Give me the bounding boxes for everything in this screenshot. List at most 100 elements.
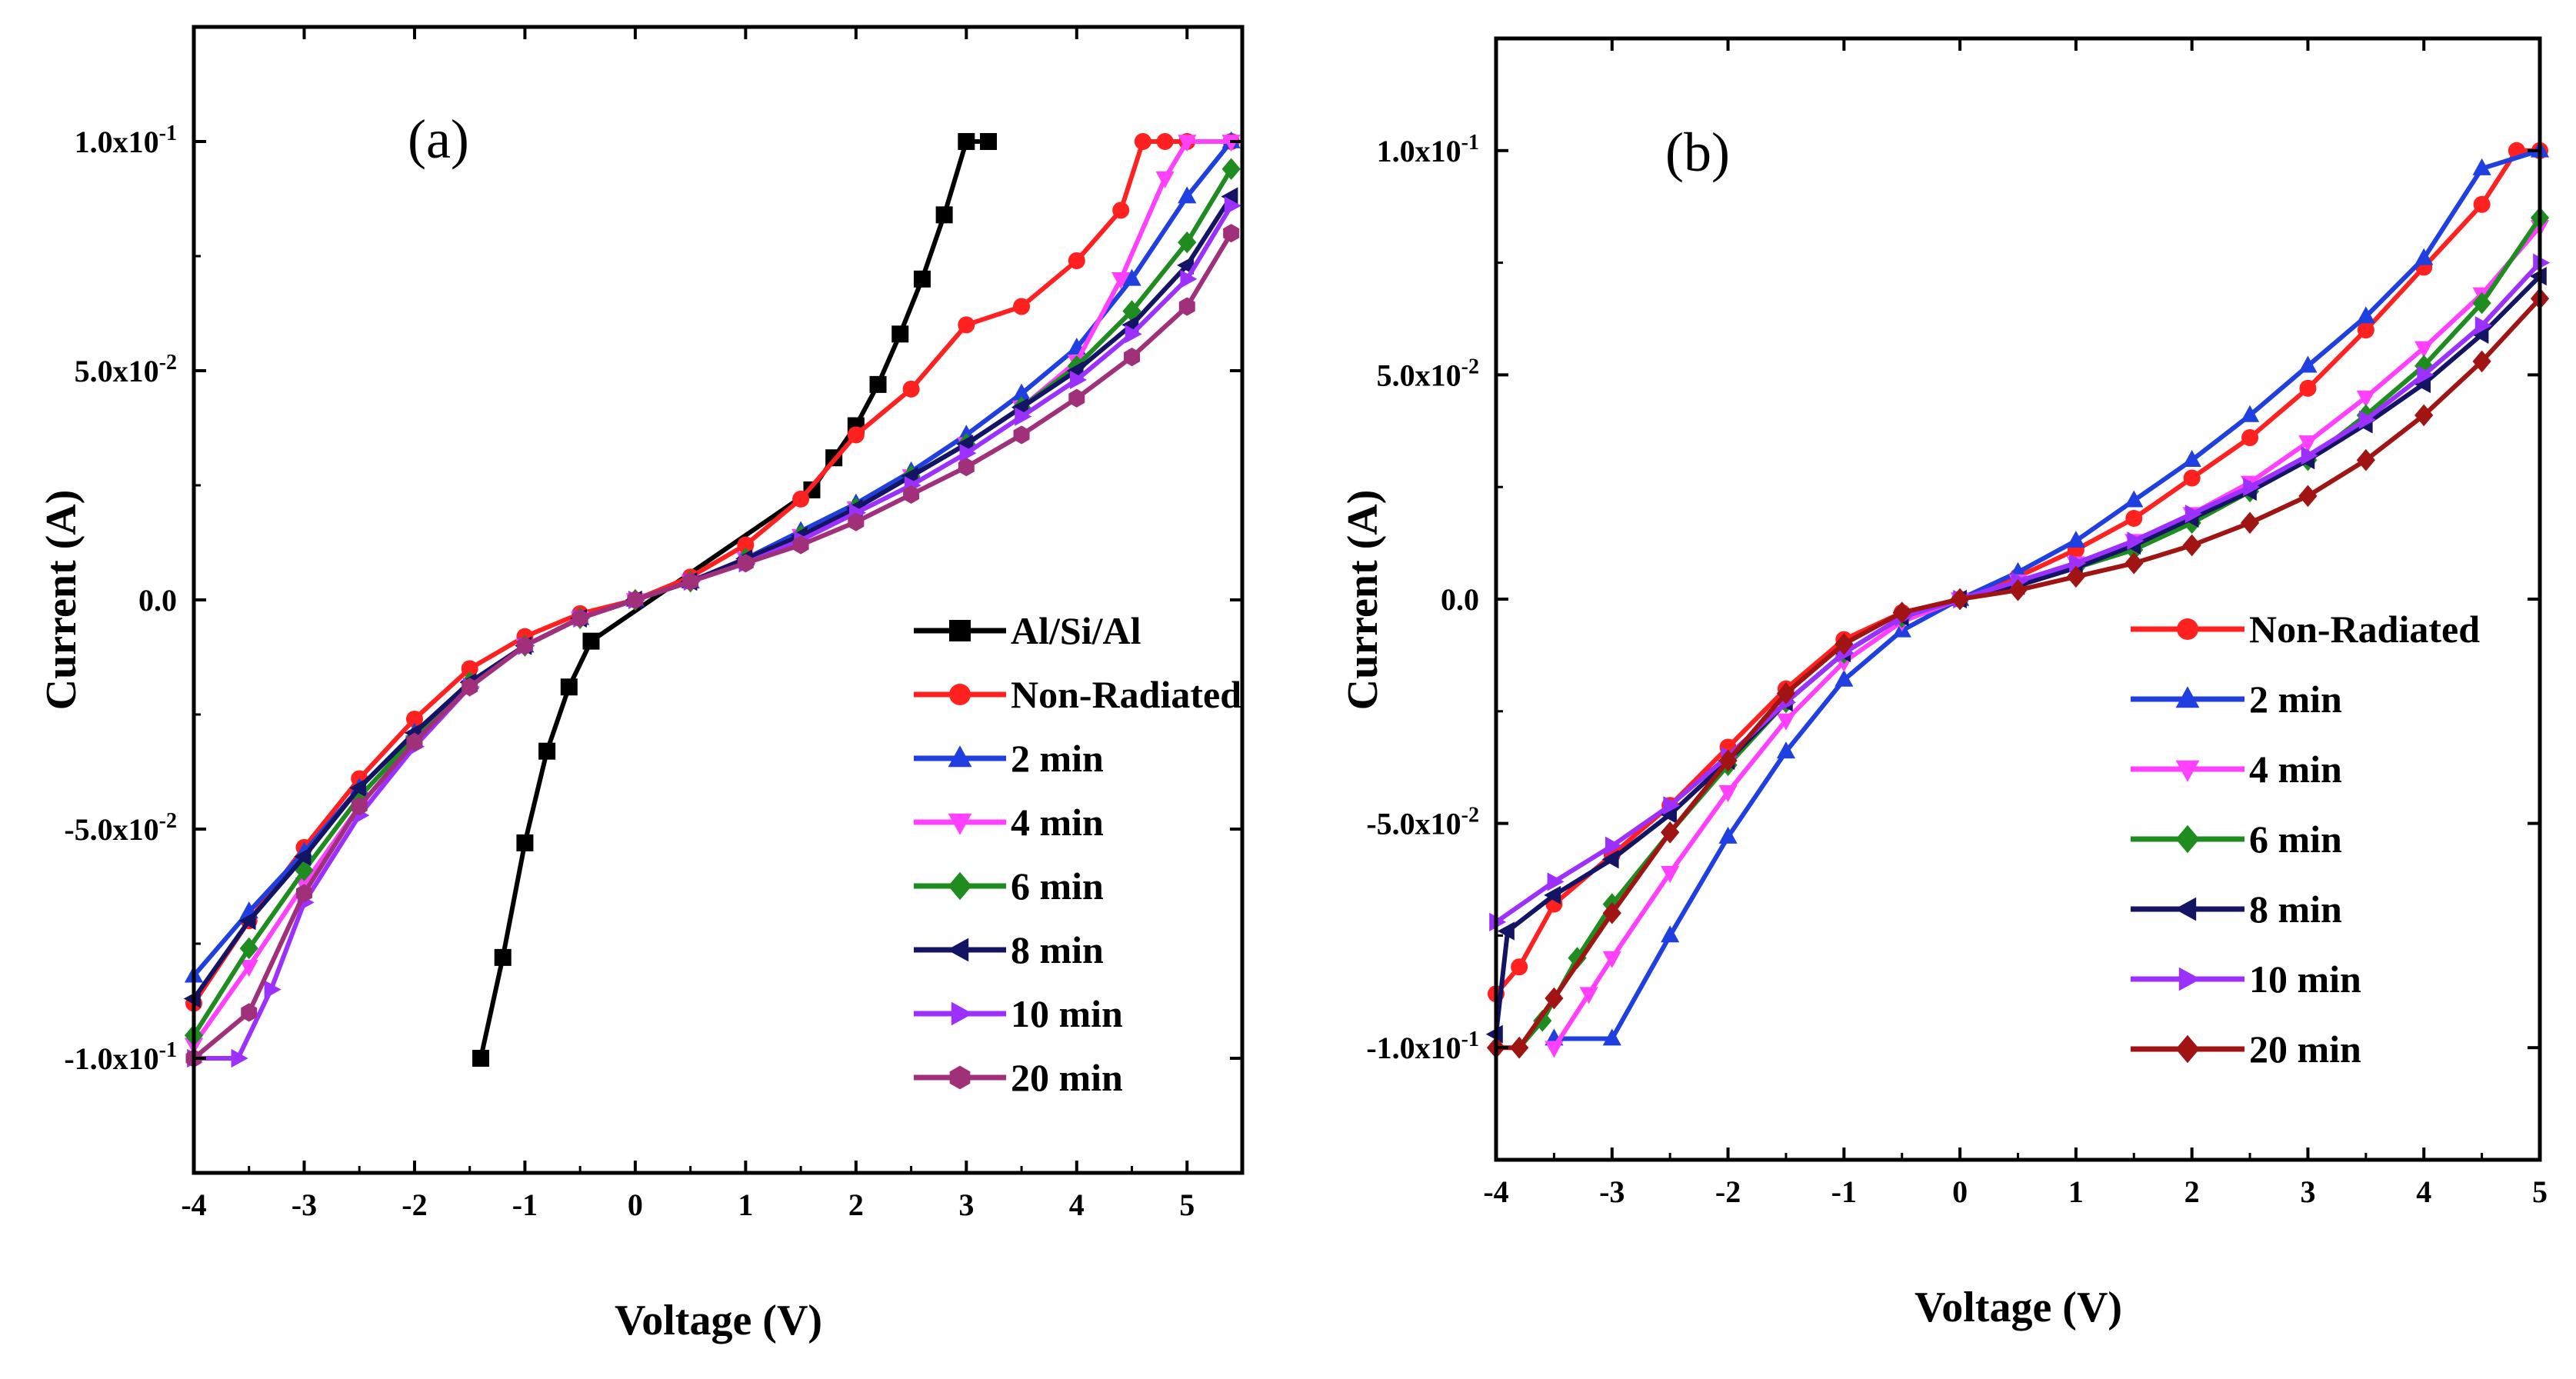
panel-a-series-20-min (185, 224, 1240, 1068)
panel-a-legend-swatch-marker (949, 620, 971, 641)
panel-a-point-al-si-al (913, 270, 931, 288)
panel-a-point-10-min (1224, 196, 1241, 215)
panel-a-point-al-si-al (980, 133, 998, 150)
panel-b-legend-swatch-marker (2174, 897, 2197, 921)
panel-b-point-20-min (1661, 821, 1680, 844)
panel-a-point-6-min (1221, 158, 1241, 181)
panel-a-point-al-si-al (891, 325, 909, 343)
panel-b-point-2-min (1776, 741, 1796, 759)
panel-a-point-20-min (1068, 388, 1085, 408)
panel-a-legend-item-20-min: 20 min (914, 1056, 1123, 1099)
panel-a-legend-swatch-marker (949, 1065, 971, 1090)
panel-b-legend-swatch-marker (2178, 967, 2201, 991)
panel-a-point-8-min (1011, 398, 1028, 417)
panel-a-point-20-min (903, 485, 920, 505)
panel-b-point-8-min (2471, 325, 2489, 345)
panel-a-point-al-si-al (582, 632, 600, 650)
panel-b-legend-item-4-min: 4 min (2131, 748, 2342, 791)
panel-a-point-al-si-al (538, 742, 556, 760)
panel-a-legend-swatch-marker (947, 938, 969, 962)
panel-a-legend-item-2-min: 2 min (914, 737, 1104, 780)
panel-b-point-20-min (2008, 579, 2028, 601)
panel-b-point-4-min (1545, 1041, 1564, 1058)
panel-a-point-non-radiated (405, 710, 423, 728)
panel-b-y-tick-label: 0.0 (1441, 582, 1479, 617)
panel-b-y-tick-label: 5.0x10-2 (1377, 355, 1479, 392)
panel-b-point-2-min (1835, 669, 1854, 687)
panel-b-point-10-min (2243, 478, 2261, 497)
panel-b-point-2-min (2472, 158, 2491, 175)
panel-b-series-line-20-min (1496, 297, 2542, 1051)
panel-b-point-20-min (1510, 1036, 1529, 1059)
panel-b-point-non-radiated (2299, 379, 2317, 397)
panel-b-x-tick-label: 5 (2532, 1174, 2548, 1209)
panel-a-legend-item-4-min: 4 min (914, 801, 1104, 844)
panel-a-point-20-min (848, 512, 865, 531)
panel-b-point-20-min (1602, 901, 1621, 924)
panel-a-x-tick-label: 1 (738, 1187, 753, 1222)
panel-b-legend-label: 10 min (2249, 958, 2361, 1001)
panel-b-x-tick-label: 4 (2416, 1174, 2431, 1209)
panel-b-point-non-radiated (2241, 429, 2259, 447)
panel-a-point-non-radiated (737, 536, 755, 554)
panel-b-point-10-min (2069, 554, 2087, 573)
panel-a-point-non-radiated (792, 490, 810, 508)
panel-b-point-8-min (2414, 374, 2431, 394)
panel-b-point-20-min (2298, 485, 2318, 508)
panel-b-label: (b) (1665, 122, 1730, 183)
panel-b-ticks: -4 -3 -2 -1 0 1 2 3 4 5 -1.0x10-1 -5.0x10-2 0.0 5.0x1… (1366, 38, 2548, 1209)
panel-b-point-6-min (1568, 947, 1587, 969)
panel-b-point-20-min (2066, 565, 2085, 588)
panel-a-series-al-si-al (472, 133, 998, 1067)
panel-a-point-al-si-al (516, 834, 534, 851)
panel-a-point-non-radiated (902, 380, 920, 398)
panel-b-point-20-min (2182, 534, 2201, 557)
panel-b-point-2-min (2356, 306, 2375, 324)
panel-a-point-20-min (462, 678, 478, 697)
panel-a-x-tick-label: -4 (181, 1187, 206, 1222)
panel-a-point-non-radiated (1068, 251, 1085, 269)
panel-b-point-6-min (1533, 1009, 1552, 1032)
panel-a-point-20-min (737, 554, 754, 573)
panel-a-point-al-si-al (494, 948, 512, 966)
panel-b-point-8-min (1544, 885, 1561, 905)
panel-a-legend-item-6-min: 6 min (914, 864, 1104, 908)
panel-b-point-2-min (1661, 925, 1680, 943)
panel-b-point-20-min (2240, 511, 2260, 535)
panel-a-point-20-min (295, 884, 312, 903)
panel-a-point-20-min (1223, 224, 1240, 243)
panel-a-point-non-radiated (1013, 298, 1031, 315)
panel-a-point-non-radiated (958, 316, 975, 334)
panel-b-y-axis-title: Current (A) (1339, 490, 1387, 711)
panel-a-legend-label: Non-Radiated (1011, 673, 1241, 716)
panel-a-legend-swatch-marker (948, 745, 972, 768)
panel-a-series-line-20-min (192, 231, 1234, 1061)
panel-b-point-8-min (1659, 804, 1677, 824)
panel-a-legend-label: 4 min (1011, 801, 1104, 844)
panel-a-legend-swatch-marker (948, 813, 972, 835)
panel-a-point-al-si-al (958, 133, 975, 150)
panel-b-point-2-min (2066, 530, 2085, 548)
panel-a-y-axis-title: Current (A) (38, 490, 85, 711)
panel-a-x-tick-label: 3 (958, 1187, 974, 1222)
panel-b-legend-swatch-marker (2175, 824, 2200, 854)
panel-a-point-8-min (1221, 187, 1238, 206)
panel-a-point-8-min (349, 778, 367, 798)
panel-a-x-tick-label: -3 (292, 1187, 317, 1222)
panel-b-series-line-8-min (1494, 274, 2542, 1035)
panel-a-point-10-min (231, 1048, 248, 1068)
panel-b-point-10-min (2474, 316, 2492, 335)
panel-b-legend-label: Non-Radiated (2249, 608, 2480, 651)
panel-a-point-4-min (1221, 135, 1241, 152)
panel-a-point-8-min (1177, 255, 1195, 275)
panel-b-point-non-radiated (2357, 321, 2374, 339)
panel-a-point-4-min (1155, 171, 1175, 188)
panel-a-point-20-min (1013, 425, 1030, 445)
panel-a-legend-item-8-min: 8 min (914, 928, 1104, 971)
panel-a-point-10-min (1069, 370, 1087, 390)
panel-a-series-4-min (184, 135, 1241, 1055)
panel-a-point-20-min (792, 535, 809, 555)
panel-b-x-tick-label: 3 (2300, 1174, 2315, 1209)
panel-a-series (183, 131, 1241, 1068)
panel-b-point-4-min (2356, 390, 2375, 408)
